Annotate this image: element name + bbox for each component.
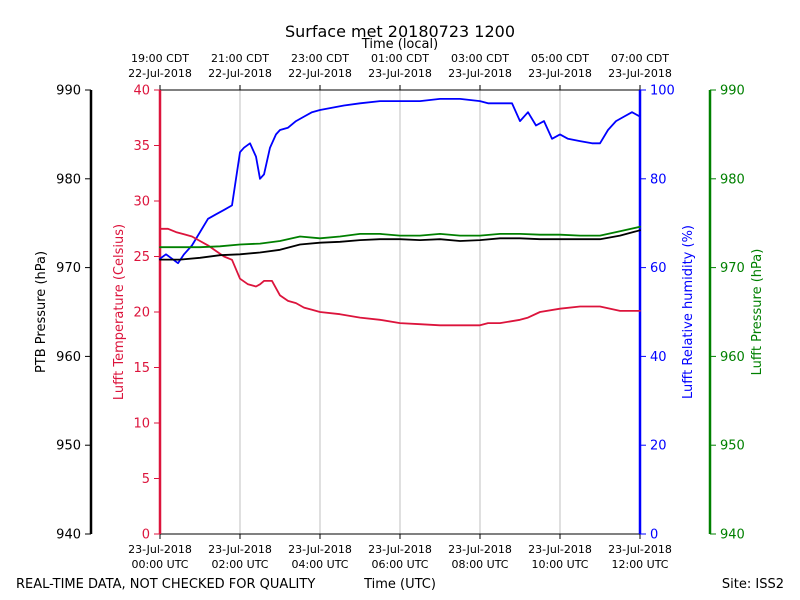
humidity-tick-label: 40	[650, 350, 667, 365]
x-tick-label-utc: 00:00 UTC	[131, 558, 188, 571]
temperature-tick-label: 35	[133, 139, 150, 154]
x-tick-label-utc: 04:00 UTC	[291, 558, 348, 571]
lufft-temperature-series-line	[159, 227, 641, 327]
x-tick-label-date: 23-Jul-2018	[368, 543, 432, 556]
humidity-axis-label: Lufft Relative humidity (%)	[681, 225, 696, 399]
x-tick-label-local: 03:00 CDT	[451, 52, 509, 65]
x-tick-label-date: 23-Jul-2018	[528, 543, 592, 556]
humidity-tick-label: 20	[650, 439, 667, 454]
temperature-tick-label: 15	[133, 361, 150, 376]
ptb-pressure-tick-label: 950	[56, 439, 81, 454]
x-tick-label-local: 05:00 CDT	[531, 52, 589, 65]
temperature-tick-label: 5	[142, 472, 150, 487]
x-tick-label-local: 21:00 CDT	[211, 52, 269, 65]
temperature-tick-label: 30	[133, 195, 150, 210]
bottom-axis-label: Time (UTC)	[363, 577, 436, 592]
ptb-pressure-tick-label: 990	[56, 84, 81, 99]
ptb-pressure-tick-label: 970	[56, 261, 81, 276]
x-tick-label-local-date: 23-Jul-2018	[368, 67, 432, 80]
x-tick-label-local-date: 23-Jul-2018	[448, 67, 512, 80]
site-label: Site: ISS2	[722, 577, 784, 592]
lufft-pressure-tick-label: 940	[720, 528, 745, 543]
x-tick-label-local: 01:00 CDT	[371, 52, 429, 65]
x-tick-label-local: 23:00 CDT	[291, 52, 349, 65]
temperature-tick-label: 10	[133, 417, 150, 432]
lufft-pressure-tick-label: 970	[720, 261, 745, 276]
lufft-pressure-tick-label: 950	[720, 439, 745, 454]
ptb-pressure-axis-label: PTB Pressure (hPa)	[34, 251, 49, 373]
temperature-tick-label: 20	[133, 306, 150, 321]
x-tick-label-local-date: 22-Jul-2018	[288, 67, 352, 80]
x-tick-label-local-date: 23-Jul-2018	[608, 67, 672, 80]
x-tick-label-utc: 06:00 UTC	[371, 558, 428, 571]
chart-title: Surface met 20180723 1200	[285, 22, 515, 41]
quality-disclaimer: REAL-TIME DATA, NOT CHECKED FOR QUALITY	[16, 577, 315, 592]
humidity-tick-label: 0	[650, 528, 658, 543]
lufft-pressure-axis-label: Lufft Pressure (hPa)	[750, 249, 765, 376]
x-tick-label-local-date: 23-Jul-2018	[528, 67, 592, 80]
lufft-pressure-tick-label: 990	[720, 84, 745, 99]
ptb-pressure-tick-label: 940	[56, 528, 81, 543]
x-tick-label-utc: 10:00 UTC	[531, 558, 588, 571]
x-tick-label-date: 23-Jul-2018	[288, 543, 352, 556]
x-tick-label-utc: 08:00 UTC	[451, 558, 508, 571]
x-tick-label-local: 07:00 CDT	[611, 52, 669, 65]
lufft-relative-humidity-series-line	[159, 98, 641, 265]
temperature-tick-label: 25	[133, 250, 150, 265]
lufft-pressure-tick-label: 980	[720, 172, 745, 187]
top-axis-label: Time (local)	[361, 37, 438, 52]
x-tick-label-utc: 02:00 UTC	[211, 558, 268, 571]
x-tick-label-date: 23-Jul-2018	[608, 543, 672, 556]
temperature-axis-label: Lufft Temperature (Celsius)	[112, 224, 127, 400]
lufft-pressure-series-line	[159, 225, 641, 249]
x-tick-label-date: 23-Jul-2018	[448, 543, 512, 556]
temperature-tick-label: 0	[142, 528, 150, 543]
lufft-pressure-tick-label: 960	[720, 350, 745, 365]
ptb-pressure-tick-label: 980	[56, 172, 81, 187]
x-tick-label-date: 23-Jul-2018	[208, 543, 272, 556]
humidity-tick-label: 100	[650, 84, 675, 99]
ptb-pressure-series-line	[159, 229, 641, 261]
x-tick-label-local: 19:00 CDT	[131, 52, 189, 65]
x-tick-label-local-date: 22-Jul-2018	[128, 67, 192, 80]
ptb-pressure-tick-label: 960	[56, 350, 81, 365]
temperature-tick-label: 40	[133, 84, 150, 99]
humidity-tick-label: 80	[650, 172, 667, 187]
x-tick-label-utc: 12:00 UTC	[611, 558, 668, 571]
x-tick-label-local-date: 22-Jul-2018	[208, 67, 272, 80]
humidity-tick-label: 60	[650, 261, 667, 276]
x-tick-label-date: 23-Jul-2018	[128, 543, 192, 556]
